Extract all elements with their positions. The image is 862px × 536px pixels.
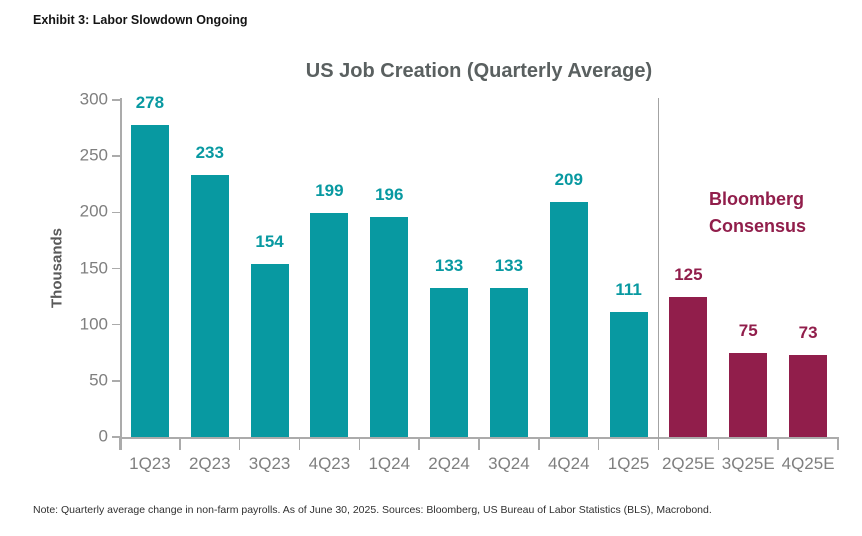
bar-value-label: 133	[494, 255, 524, 275]
x-tick-mark	[119, 437, 121, 450]
chart-title: US Job Creation (Quarterly Average)	[305, 60, 653, 82]
y-tick-mark	[112, 155, 120, 157]
y-tick-mark	[112, 267, 120, 270]
footnote: Note: Quarterly average change in non-fa…	[33, 504, 712, 516]
y-tick-mark	[112, 436, 120, 438]
bar-value-label: 111	[615, 280, 642, 300]
bar-value-label: 196	[375, 184, 404, 204]
bar-value-label: 125	[674, 264, 703, 284]
consensus-annotation: Bloomberg Consensus	[709, 186, 806, 240]
x-axis-category-label: 2Q23	[188, 454, 231, 473]
y-tick-mark	[112, 99, 120, 101]
x-tick-mark	[478, 437, 480, 450]
y-tick-label: 50	[89, 370, 108, 390]
y-axis-line	[120, 98, 122, 450]
consensus-annotation-line1: Bloomberg	[709, 189, 805, 209]
bar-value-label: 133	[434, 255, 464, 275]
y-tick-label: 150	[79, 258, 108, 278]
bar-value-label: 154	[255, 232, 284, 251]
y-tick-mark	[112, 380, 120, 382]
bar-1Q23	[130, 124, 169, 437]
x-axis-category-label: 3Q25E	[721, 454, 775, 473]
x-axis-category-label: 1Q23	[129, 454, 171, 473]
y-tick-label: 100	[79, 314, 108, 334]
x-axis-category-label: 4Q24	[547, 454, 590, 473]
bar-4Q24	[549, 202, 588, 437]
bar-4Q25E	[789, 354, 828, 437]
x-tick-mark	[238, 437, 241, 450]
bar-4Q23	[310, 213, 349, 437]
y-tick-mark	[112, 211, 120, 214]
x-tick-mark	[358, 437, 361, 450]
bar-value-label: 75	[738, 320, 758, 340]
y-tick-label: 0	[98, 426, 108, 446]
x-axis-category-label: 4Q23	[308, 454, 351, 473]
x-tick-mark	[418, 437, 420, 450]
x-axis-category-label: 1Q24	[368, 454, 411, 473]
y-tick-label: 200	[79, 201, 108, 221]
bar-1Q24	[370, 216, 409, 437]
bar-3Q24	[489, 287, 528, 437]
bar-value-label: 278	[135, 92, 165, 112]
bar-value-label: 233	[195, 143, 224, 163]
x-tick-mark	[298, 437, 301, 450]
bar-value-label: 199	[315, 181, 344, 201]
bar-2Q24	[430, 287, 469, 437]
x-axis-category-label: 4Q25E	[781, 454, 835, 473]
x-tick-mark	[179, 437, 181, 450]
y-tick-mark	[112, 323, 120, 326]
y-tick-label: 250	[79, 145, 108, 165]
x-axis-category-label: 2Q25E	[661, 454, 715, 473]
bar-2Q25E	[669, 296, 708, 437]
x-tick-mark	[597, 437, 600, 450]
bar-2Q23	[190, 175, 229, 437]
y-tick-label: 300	[79, 89, 108, 109]
x-tick-mark	[837, 437, 839, 450]
consensus-annotation-line2: Consensus	[709, 216, 807, 236]
x-axis-category-label: 3Q24	[488, 454, 530, 473]
bar-value-label: 73	[798, 322, 818, 342]
x-tick-mark	[538, 437, 540, 450]
actual-estimate-separator-line	[657, 98, 660, 450]
x-tick-mark	[777, 437, 779, 450]
bar-3Q25E	[729, 352, 768, 437]
bar-value-label: 209	[554, 170, 583, 190]
exhibit-title: Exhibit 3: Labor Slowdown Ongoing	[33, 13, 248, 27]
x-axis-category-label: 3Q23	[248, 454, 291, 473]
x-axis-category-label: 2Q24	[428, 454, 470, 473]
x-axis-category-label: 1Q25	[607, 454, 650, 473]
x-tick-mark	[717, 437, 720, 450]
bar-3Q23	[250, 264, 289, 437]
bar-1Q25	[609, 312, 648, 437]
